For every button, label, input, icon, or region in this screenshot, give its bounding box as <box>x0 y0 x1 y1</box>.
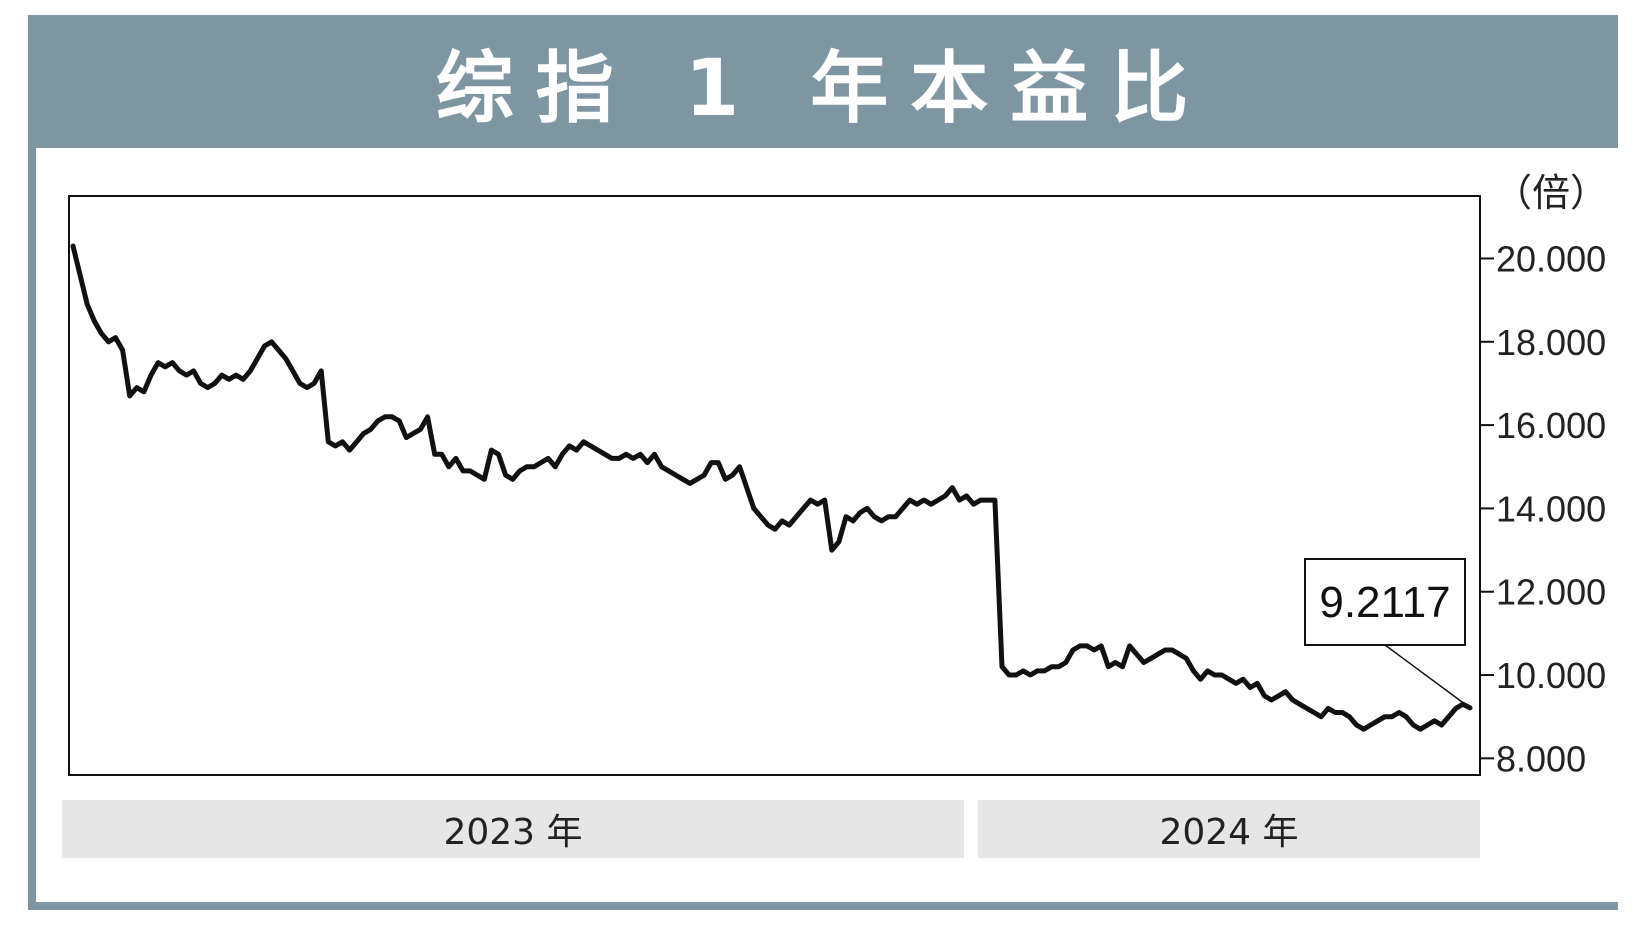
series-line <box>70 243 1473 732</box>
y-tick-label: 8.000 <box>1496 738 1586 779</box>
y-tick-label: 14.000 <box>1496 488 1606 529</box>
last-value-label: 9.2117 <box>1319 578 1450 627</box>
chart-title: 综指 1 年本益比 <box>435 43 1211 134</box>
callout-leader <box>1384 644 1471 709</box>
y-tick-label: 10.000 <box>1496 655 1606 696</box>
callout-box <box>1304 558 1466 646</box>
y-tick-label: 20.000 <box>1496 238 1606 279</box>
y-axis-unit: （倍） <box>1494 171 1609 215</box>
y-tick-label: 18.000 <box>1496 322 1606 363</box>
x-period-2024: 2024 年 <box>978 800 1480 858</box>
x-period-2023: 2023 年 <box>62 800 964 858</box>
y-tick-label: 12.000 <box>1496 572 1606 613</box>
plot-area <box>68 195 1481 776</box>
y-tick-label: 16.000 <box>1496 405 1606 446</box>
